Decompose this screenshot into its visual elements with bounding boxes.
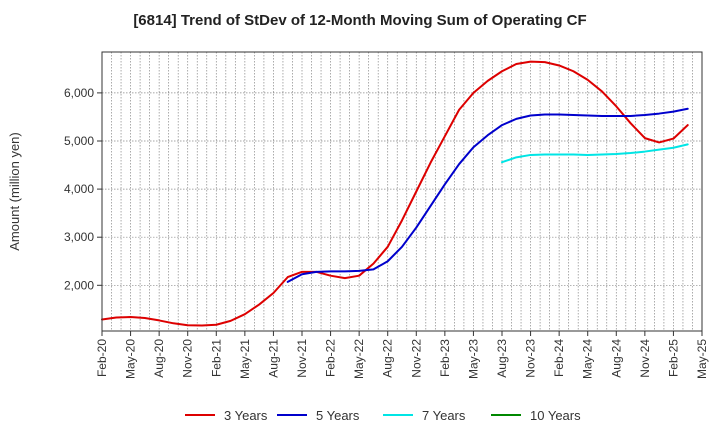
grid-layer [101, 52, 703, 331]
x-tick-label: May-25 [695, 339, 709, 379]
y-tick-label: 4,000 [64, 182, 94, 196]
legend-label-3-years: 3 Years [224, 408, 268, 423]
x-tick-label: Nov-21 [295, 339, 309, 378]
x-tick-label: Feb-21 [209, 339, 223, 377]
x-tick-label: Aug-21 [266, 339, 280, 378]
series-line-7-years [501, 143, 689, 164]
legend-label-5-years: 5 Years [316, 408, 360, 423]
x-tick-label: May-23 [466, 339, 480, 379]
x-tick-label: Nov-23 [524, 339, 538, 378]
y-tick-label: 3,000 [64, 230, 94, 244]
x-tick-label: Feb-23 [438, 339, 452, 377]
x-tick-label: Feb-22 [324, 339, 338, 377]
x-tick-label: Feb-20 [95, 339, 109, 377]
legend-label-7-years: 7 Years [422, 408, 466, 423]
x-tick-label: Aug-23 [495, 339, 509, 378]
series-line-3-years [101, 60, 689, 327]
x-tick-label: May-20 [124, 339, 138, 379]
chart-title: [6814] Trend of StDev of 12-Month Moving… [133, 12, 587, 29]
x-tick-label: Aug-22 [381, 339, 395, 378]
x-tick-label: Aug-24 [609, 339, 623, 378]
y-tick-label: 6,000 [64, 86, 94, 100]
x-tick-label: Feb-24 [552, 339, 566, 377]
y-tick-label: 2,000 [64, 278, 94, 292]
x-tick-label: Nov-22 [409, 339, 423, 378]
x-tick-label: Nov-20 [181, 339, 195, 378]
x-tick-label: Nov-24 [638, 339, 652, 378]
x-tick-label: Feb-25 [666, 339, 680, 377]
y-axis-title: Amount (million yen) [7, 132, 22, 251]
x-tick-label: May-21 [238, 339, 252, 379]
legend-layer: 3 Years 5 Years 7 Years 10 Years [185, 408, 581, 423]
x-tick-label: May-24 [581, 339, 595, 379]
y-tick-label: 5,000 [64, 134, 94, 148]
x-tick-label: May-22 [352, 339, 366, 379]
series-layer [101, 60, 689, 327]
series-line-5-years [286, 107, 689, 283]
x-tick-label: Aug-20 [152, 339, 166, 378]
legend-label-10-years: 10 Years [530, 408, 581, 423]
plot-frame [101, 51, 703, 332]
axis-layer: 2,000 3,000 4,000 5,000 6,000 Feb-20 May-20 Aug… [7, 51, 709, 379]
